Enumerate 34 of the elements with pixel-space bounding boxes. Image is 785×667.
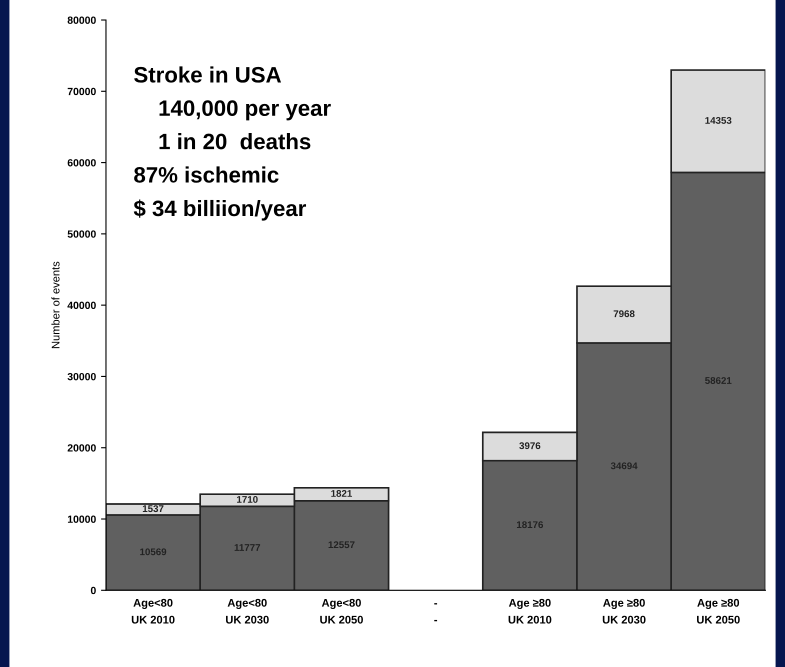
y-tick-label: 30000: [68, 372, 96, 380]
y-axis-title: Number of events: [51, 262, 60, 348]
y-tick-label: 50000: [68, 230, 96, 238]
data-label: 58621: [705, 377, 732, 384]
data-label: 14353: [705, 116, 732, 124]
data-label: 1821: [331, 490, 352, 497]
y-tick-label: 70000: [68, 88, 96, 96]
data-label: 7968: [614, 310, 635, 318]
data-label: 10569: [140, 548, 166, 556]
annotation: Stroke in USA: [134, 66, 282, 83]
category-label: - -: [434, 603, 438, 622]
data-label: 1710: [237, 496, 258, 503]
data-label: 34694: [610, 462, 638, 470]
data-label: 11777: [234, 544, 260, 551]
data-label: 3976: [519, 442, 540, 450]
y-tick-label: 10000: [68, 516, 96, 523]
data-label: 1537: [142, 505, 164, 512]
y-tick-label: 40000: [67, 302, 96, 310]
y-tick-label: 60000: [68, 159, 96, 166]
annotation: 87% ischemic: [134, 166, 279, 183]
annotation: 1 in 20 deaths: [160, 133, 310, 150]
annotation: 140,000 per year: [160, 100, 331, 120]
x-tick-label: Age<80 UK 2030: [226, 598, 269, 624]
y-tick-label: 80000: [68, 16, 96, 24]
x-tick-label: Age ≥80 UK 2010: [508, 598, 552, 624]
x-tick-label: Age<80 UK 2050: [320, 598, 363, 624]
data-label: 12557: [328, 541, 355, 548]
x-tick-label: Age ≥80 UK 2030: [602, 598, 646, 624]
annotation: $ 34 billiion/year: [134, 200, 306, 221]
y-tick-label: 20000: [68, 444, 96, 452]
x-tick-label: Age ≥80 UK 2050: [697, 598, 740, 624]
data-label: 18176: [516, 521, 544, 528]
y-tick-label: 0: [90, 586, 96, 594]
x-tick-label: Age<80 UK 2010: [132, 598, 175, 624]
